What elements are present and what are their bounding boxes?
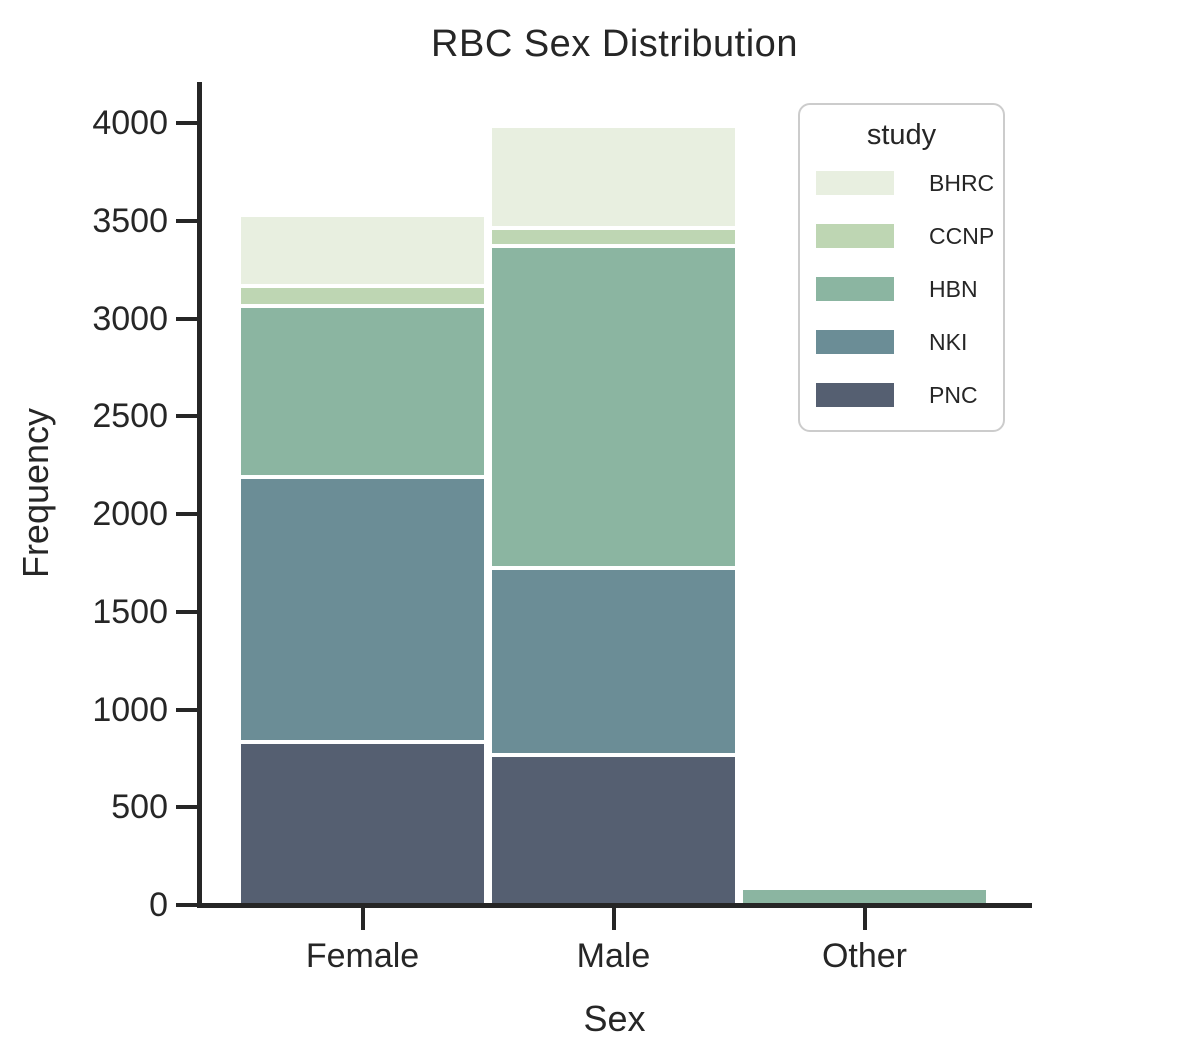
y-tick-mark (176, 414, 197, 419)
y-tick-mark (176, 609, 197, 614)
y-tick-label: 1500 (92, 592, 168, 631)
x-tick-mark (862, 908, 867, 930)
y-tick-mark (176, 903, 197, 907)
bar-segment-female-bhrc (239, 214, 486, 287)
legend-swatch-ccnp (816, 224, 894, 248)
x-tick-mark (611, 908, 616, 930)
legend-title: study (866, 119, 937, 151)
legend-swatch-hbn (816, 277, 894, 301)
bar-segment-female-hbn (239, 305, 486, 477)
legend-label-hbn: HBN (929, 276, 978, 302)
y-tick-mark (176, 512, 197, 517)
bar-segment-male-ccnp (490, 227, 737, 247)
chart-title: RBC Sex Distribution (431, 23, 798, 65)
y-tick-mark (176, 805, 197, 810)
y-tick-label: 500 (111, 788, 168, 827)
x-axis-label: Sex (583, 998, 646, 1039)
y-tick-label: 1000 (92, 690, 168, 729)
legend-label-pnc: PNC (929, 382, 978, 408)
y-tick-mark (176, 218, 197, 223)
x-tick-label: Other (821, 937, 908, 975)
legend-label-bhrc: BHRC (929, 170, 995, 196)
x-tick-mark (360, 908, 365, 930)
y-tick-label: 2000 (92, 495, 168, 534)
legend-swatch-pnc (816, 383, 894, 407)
legend-swatch-bhrc (816, 171, 894, 195)
y-tick-label: 4000 (92, 104, 168, 143)
y-tick-label: 2500 (92, 397, 168, 436)
legend-label-nki: NKI (929, 329, 968, 355)
bar-segment-female-pnc (239, 741, 486, 905)
x-axis-spine (197, 903, 1032, 908)
bar-segment-female-ccnp (239, 286, 486, 306)
y-tick-label: 3000 (92, 299, 168, 338)
y-tick-mark (176, 121, 197, 126)
y-tick-mark (176, 707, 197, 712)
legend-swatch-nki (816, 330, 894, 354)
bar-segment-male-bhrc (490, 125, 737, 228)
legend (798, 103, 1005, 432)
y-tick-label: 0 (149, 886, 168, 924)
bar-segment-male-pnc (490, 755, 737, 905)
x-tick-label: Male (576, 937, 651, 975)
legend-label-ccnp: CCNP (929, 223, 995, 249)
y-axis-spine (197, 82, 202, 908)
bar-segment-male-hbn (490, 246, 737, 568)
bar-segment-male-nki (490, 567, 737, 756)
x-tick-label: Female (305, 937, 420, 975)
y-tick-mark (176, 316, 197, 321)
bar-segment-female-nki (239, 476, 486, 742)
y-tick-label: 3500 (92, 201, 168, 240)
